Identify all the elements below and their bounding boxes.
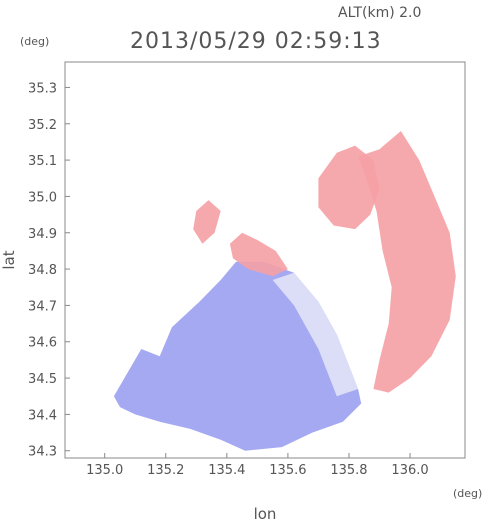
x-axis: 135.0 135.2 135.4 135.6 135.8 136.0: [86, 453, 429, 478]
y-axis-title: lat: [0, 250, 18, 269]
y-tick-label: 34.9: [28, 227, 57, 242]
lon-unit-label: (deg): [453, 487, 482, 500]
y-axis: 34.3 34.4 34.5 34.6 34.7 34.8 34.9 35.0 35.1 35.2…: [28, 81, 70, 460]
zero-velocity-band: [272, 272, 359, 397]
x-tick-label: 135.0: [86, 463, 123, 478]
region-positive-east: [358, 131, 456, 393]
y-tick-label: 35.3: [28, 81, 57, 96]
plot-frame: [64, 61, 466, 459]
y-tick-label: 35.1: [28, 154, 57, 169]
datetime-title: 2013/05/29 02:59:13: [130, 29, 382, 54]
region-positive-north: [318, 145, 380, 230]
region-speckle-northwest: [193, 200, 221, 244]
lat-unit-label: (deg): [20, 35, 49, 48]
y-tick-label: 34.6: [28, 336, 57, 351]
y-tick-label: 35.2: [28, 118, 57, 133]
altitude-label: ALT(km) 2.0: [338, 5, 421, 21]
x-tick-label: 135.4: [208, 463, 245, 478]
doppler-velocity-layer: [113, 131, 456, 451]
y-tick-label: 35.0: [28, 190, 57, 205]
y-tick-label: 34.7: [28, 299, 57, 314]
y-tick-label: 34.5: [28, 372, 57, 387]
x-tick-label: 135.8: [330, 463, 367, 478]
x-tick-label: 136.0: [391, 463, 428, 478]
y-tick-label: 34.8: [28, 263, 57, 278]
x-tick-label: 135.6: [269, 463, 306, 478]
y-tick-label: 34.4: [28, 408, 57, 423]
y-tick-label: 34.3: [28, 445, 57, 460]
region-positive-northwest: [229, 232, 288, 277]
x-tick-label: 135.2: [147, 463, 184, 478]
x-axis-title: lon: [254, 505, 277, 521]
